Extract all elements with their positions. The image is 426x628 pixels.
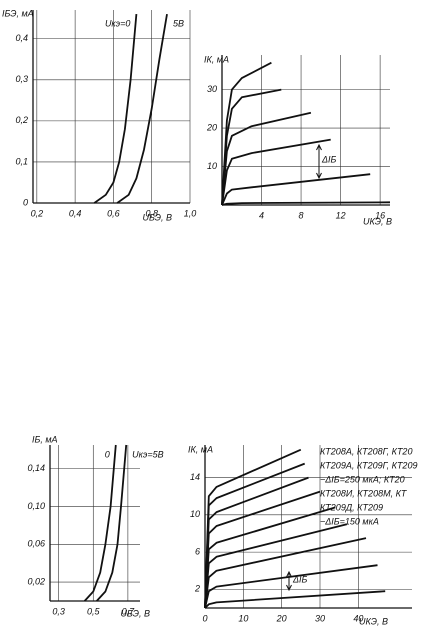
curve-label: 0 <box>105 449 110 459</box>
y-tick-label: 2 <box>194 584 200 594</box>
curve <box>116 13 168 204</box>
curve <box>93 14 138 204</box>
y-tick-label: 10 <box>190 509 200 519</box>
curve <box>221 138 331 206</box>
x-tick-label: 1,0 <box>184 208 197 218</box>
curve <box>83 444 117 602</box>
curve-label: Uкэ=5В <box>132 449 163 459</box>
x-axis-label: UБЭ, В <box>120 608 150 618</box>
x-tick-label: 4 <box>259 210 264 220</box>
y-tick-label: 0,06 <box>27 539 45 549</box>
x-tick-label: 30 <box>315 613 325 623</box>
y-tick-label: 0,14 <box>27 463 45 473</box>
arrow-head <box>316 143 322 151</box>
curve <box>221 201 391 206</box>
x-tick-label: 40 <box>353 613 363 623</box>
y-axis-label: IК, мА <box>188 444 213 454</box>
x-axis-label: UБЭ, В <box>142 212 172 222</box>
x-tick-label: 0,2 <box>31 208 44 218</box>
x-tick-label: 10 <box>238 613 248 623</box>
annotation: ΔIБ <box>321 154 337 164</box>
x-tick-label: 8 <box>299 210 304 220</box>
y-tick-label: 10 <box>207 161 217 171</box>
arrow-head <box>286 570 292 578</box>
curve <box>204 448 302 609</box>
arrow-head <box>286 584 292 592</box>
curve <box>221 61 272 206</box>
y-tick-label: 0,10 <box>27 501 45 511</box>
curve <box>96 444 128 602</box>
annotation: КТ208А, КТ208Г, КТ20 <box>320 446 412 456</box>
x-tick-label: 20 <box>276 613 287 623</box>
y-tick-label: 0 <box>23 197 28 207</box>
curve <box>204 590 386 609</box>
annotation: КТ209Д, КТ209 <box>320 502 383 512</box>
x-tick-label: 0,7 <box>122 606 136 616</box>
y-tick-label: 0,4 <box>15 33 28 43</box>
y-axis-label: IК, мА <box>204 54 229 64</box>
y-tick-label: 20 <box>206 122 217 132</box>
x-tick-label: 12 <box>336 210 346 220</box>
y-tick-label: 0,02 <box>27 576 45 586</box>
y-tick-label: 0,3 <box>15 74 28 84</box>
x-tick-label: 0,8 <box>145 208 158 218</box>
arrow-head <box>316 172 322 180</box>
y-tick-label: 14 <box>190 472 200 482</box>
y-tick-label: 6 <box>195 546 200 556</box>
x-tick-label: 0,5 <box>87 606 101 616</box>
x-tick-label: 0,4 <box>69 208 82 218</box>
annotation: КТ208И, КТ208М, КТ <box>320 488 408 498</box>
y-tick-label: 30 <box>207 84 217 94</box>
x-tick-label: 16 <box>375 210 385 220</box>
x-tick-label: 0,3 <box>52 606 65 616</box>
curve-label: 5В <box>173 18 184 28</box>
x-tick-label: 0,6 <box>107 208 120 218</box>
curve-label: Uкэ=0 <box>105 18 130 28</box>
annotation: −ΔIБ=150 мкА <box>320 516 379 526</box>
y-tick-label: 0,1 <box>15 156 28 166</box>
curve <box>221 173 371 206</box>
annotation: ΔIБ <box>292 574 308 584</box>
x-axis-label: UКЭ, В <box>359 616 388 626</box>
y-axis-label: IБЭ, мА <box>2 8 34 18</box>
x-tick-label: 0 <box>202 613 207 623</box>
y-tick-label: 0,2 <box>15 115 28 125</box>
annotation: −ΔIБ=250 мкА; КТ20 <box>320 474 405 484</box>
y-axis-label: IБ, мА <box>32 434 58 444</box>
x-axis-label: UКЭ, В <box>363 216 392 226</box>
annotation: КТ209А, КТ209Г, КТ209 <box>320 460 417 470</box>
curve <box>221 111 312 206</box>
